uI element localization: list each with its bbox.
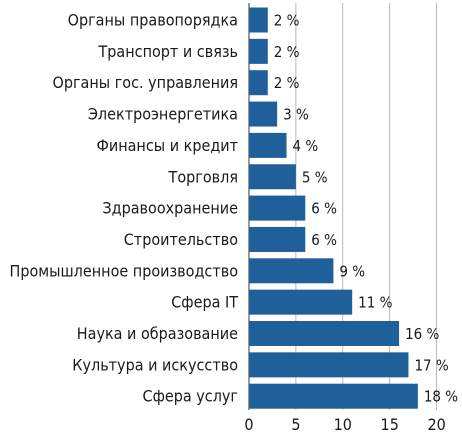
value-labels: 2 %2 %2 %3 %4 %5 %6 %6 %9 %11 %16 %17 %1… xyxy=(274,12,459,406)
category-label: Финансы и кредит xyxy=(96,136,238,155)
category-label: Органы правопорядка xyxy=(68,11,238,30)
x-tick-label: 0 xyxy=(244,415,253,433)
value-label: 6 % xyxy=(311,200,337,218)
value-label: 16 % xyxy=(405,325,439,343)
value-label: 11 % xyxy=(358,294,392,312)
x-tick-label: 10 xyxy=(334,415,352,433)
bar xyxy=(249,195,306,221)
category-label: Сфера услуг xyxy=(143,387,238,406)
bar xyxy=(249,289,353,315)
value-label: 17 % xyxy=(414,356,448,374)
category-label: Транспорт и связь xyxy=(97,42,238,61)
category-label: Строительство xyxy=(124,230,238,249)
value-label: 18 % xyxy=(424,388,458,406)
category-label: Торговля xyxy=(168,167,238,186)
category-label: Здравоохранение xyxy=(102,199,238,218)
bar xyxy=(249,226,306,252)
value-label: 9 % xyxy=(339,262,365,280)
bar xyxy=(249,7,268,33)
value-label: 2 % xyxy=(274,74,300,92)
bar xyxy=(249,132,287,158)
value-label: 5 % xyxy=(302,168,328,186)
category-label: Органы гос. управления xyxy=(53,73,238,92)
category-label: Культура и искусство xyxy=(72,355,238,374)
bar xyxy=(249,321,400,346)
x-axis: 0 5 10 15 20 xyxy=(244,415,445,433)
value-label: 6 % xyxy=(311,231,337,249)
bar xyxy=(249,70,268,96)
bar xyxy=(249,164,296,190)
value-label: 3 % xyxy=(283,106,309,124)
x-tick-label: 15 xyxy=(381,415,399,433)
category-label: Сфера IT xyxy=(171,293,238,312)
category-label: Наука и образование xyxy=(77,324,238,343)
value-label: 2 % xyxy=(274,43,300,61)
value-label: 2 % xyxy=(274,12,300,30)
x-tick-label: 20 xyxy=(427,415,445,433)
bars xyxy=(249,7,418,409)
category-label: Промышленное производство xyxy=(10,261,239,280)
bar xyxy=(249,38,268,64)
bar xyxy=(249,258,334,284)
category-label: Электроэнергетика xyxy=(88,105,238,124)
bar xyxy=(249,383,418,409)
value-label: 4 % xyxy=(293,137,319,155)
bar xyxy=(249,101,278,127)
bar xyxy=(249,352,409,378)
x-tick-label: 5 xyxy=(291,415,300,433)
category-labels: Органы правопорядка Транспорт и связь Орга… xyxy=(10,11,239,406)
